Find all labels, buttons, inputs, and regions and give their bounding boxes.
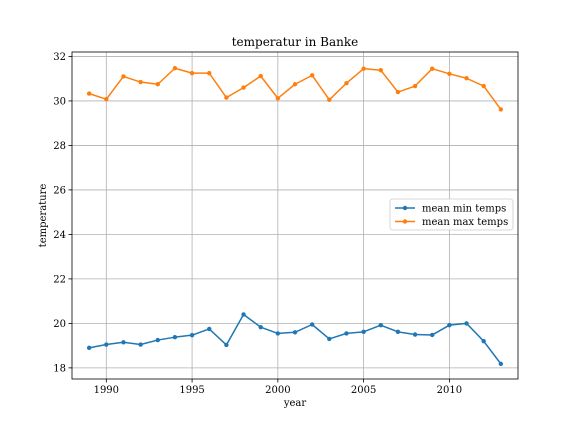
data-point (292, 330, 298, 335)
data-point (258, 324, 263, 330)
legend-marker (402, 219, 408, 224)
legend-label: mean min temps (422, 204, 506, 215)
data-point (430, 66, 435, 71)
data-point (395, 329, 401, 335)
series-layer (86, 66, 504, 367)
data-point (464, 321, 469, 326)
legend: mean min temps mean max temps (389, 198, 514, 231)
data-point (155, 337, 160, 343)
x-axis-label: year (283, 398, 307, 409)
x-axis: 1990 1995 2000 2005 2010 (94, 379, 462, 396)
data-point (104, 342, 109, 347)
y-tick-label: 28 (53, 141, 66, 152)
data-point (327, 97, 332, 103)
data-point (309, 73, 315, 78)
data-point (361, 329, 366, 335)
data-point (498, 107, 504, 112)
data-point (138, 342, 143, 347)
series-mean-min-temps (86, 312, 504, 367)
x-tick-label: 2010 (437, 385, 462, 396)
data-point (447, 71, 452, 77)
data-point (189, 70, 195, 76)
data-point (275, 96, 281, 101)
y-tick-label: 26 (53, 185, 66, 196)
plot-frame (71, 51, 519, 380)
data-point (464, 76, 469, 81)
legend-entry: mean min temps (395, 204, 506, 215)
data-point (327, 336, 332, 342)
data-point (172, 334, 178, 340)
data-point (104, 96, 109, 102)
data-point (86, 91, 92, 96)
x-tick-label: 2005 (351, 385, 376, 396)
data-point (189, 332, 195, 338)
y-axis: 18 20 22 24 26 28 30 32 (53, 52, 72, 374)
data-point (378, 68, 383, 73)
data-point (86, 345, 92, 351)
data-point (292, 82, 298, 87)
data-point (412, 83, 418, 89)
data-point (121, 74, 126, 79)
data-point (241, 85, 246, 90)
data-point (395, 89, 401, 95)
grid-lines (72, 52, 518, 379)
data-point (430, 332, 435, 338)
data-point (378, 322, 383, 328)
y-tick-label: 20 (53, 319, 66, 330)
data-point (121, 340, 126, 345)
y-tick-label: 32 (53, 52, 66, 63)
data-point (344, 80, 349, 86)
y-tick-label: 30 (53, 96, 66, 107)
data-point (172, 66, 178, 71)
data-point (224, 95, 229, 100)
data-point (207, 70, 212, 76)
legend-entry: mean max temps (395, 217, 508, 228)
legend-label: mean max temps (422, 217, 508, 228)
data-point (309, 322, 315, 327)
data-point (258, 73, 263, 79)
x-tick-label: 2000 (265, 385, 290, 396)
y-tick-label: 24 (53, 230, 66, 241)
data-point (241, 312, 246, 317)
data-point (447, 322, 452, 328)
x-tick-label: 1995 (179, 385, 204, 396)
x-tick-label: 1990 (94, 385, 119, 396)
data-point (138, 79, 143, 85)
data-point (224, 342, 229, 348)
data-point (412, 332, 418, 337)
y-tick-label: 18 (53, 363, 66, 374)
data-point (207, 326, 212, 332)
data-point (344, 331, 349, 336)
data-point (481, 338, 486, 344)
data-point (275, 331, 281, 336)
data-point (498, 361, 504, 367)
data-point (361, 66, 366, 71)
y-tick-label: 22 (53, 274, 66, 285)
series-mean-max-temps (86, 66, 504, 112)
y-axis-label: temperature (38, 184, 49, 248)
data-point (481, 83, 486, 89)
chart-title: temperatur in Banke (232, 35, 359, 49)
data-point (155, 82, 160, 87)
legend-box (389, 198, 514, 231)
legend-marker (402, 205, 408, 211)
